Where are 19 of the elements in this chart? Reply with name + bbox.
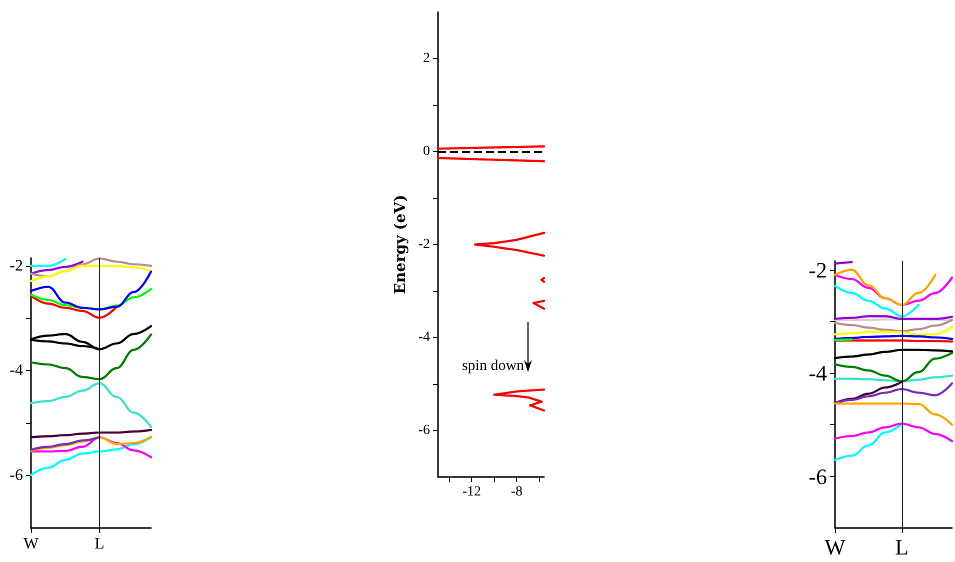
- y-tick-label: 2: [423, 51, 430, 66]
- y-tick-label: -2: [10, 257, 23, 274]
- x-tick-label: W: [23, 536, 40, 552]
- y-tick-label: -4: [808, 360, 827, 386]
- y-axis-title: Energy (eV): [390, 194, 409, 294]
- y-tick-label: -2: [418, 237, 430, 252]
- x-tick-label: -8: [510, 484, 523, 500]
- x-tick-label: -12: [462, 484, 482, 500]
- y-tick-label: -2: [808, 257, 827, 282]
- x-tick-label: W: [824, 534, 846, 560]
- y-tick-label: 0: [423, 144, 430, 159]
- y-tick-label: -6: [808, 464, 827, 489]
- y-tick-label: -6: [10, 467, 23, 484]
- annotation: spin down: [462, 358, 525, 374]
- x-tick-label: L: [895, 534, 909, 560]
- x-tick-label: L: [94, 536, 104, 552]
- y-tick-label: -4: [418, 330, 430, 345]
- y-tick-label: -6: [418, 423, 430, 438]
- y-tick-label: -4: [10, 362, 23, 380]
